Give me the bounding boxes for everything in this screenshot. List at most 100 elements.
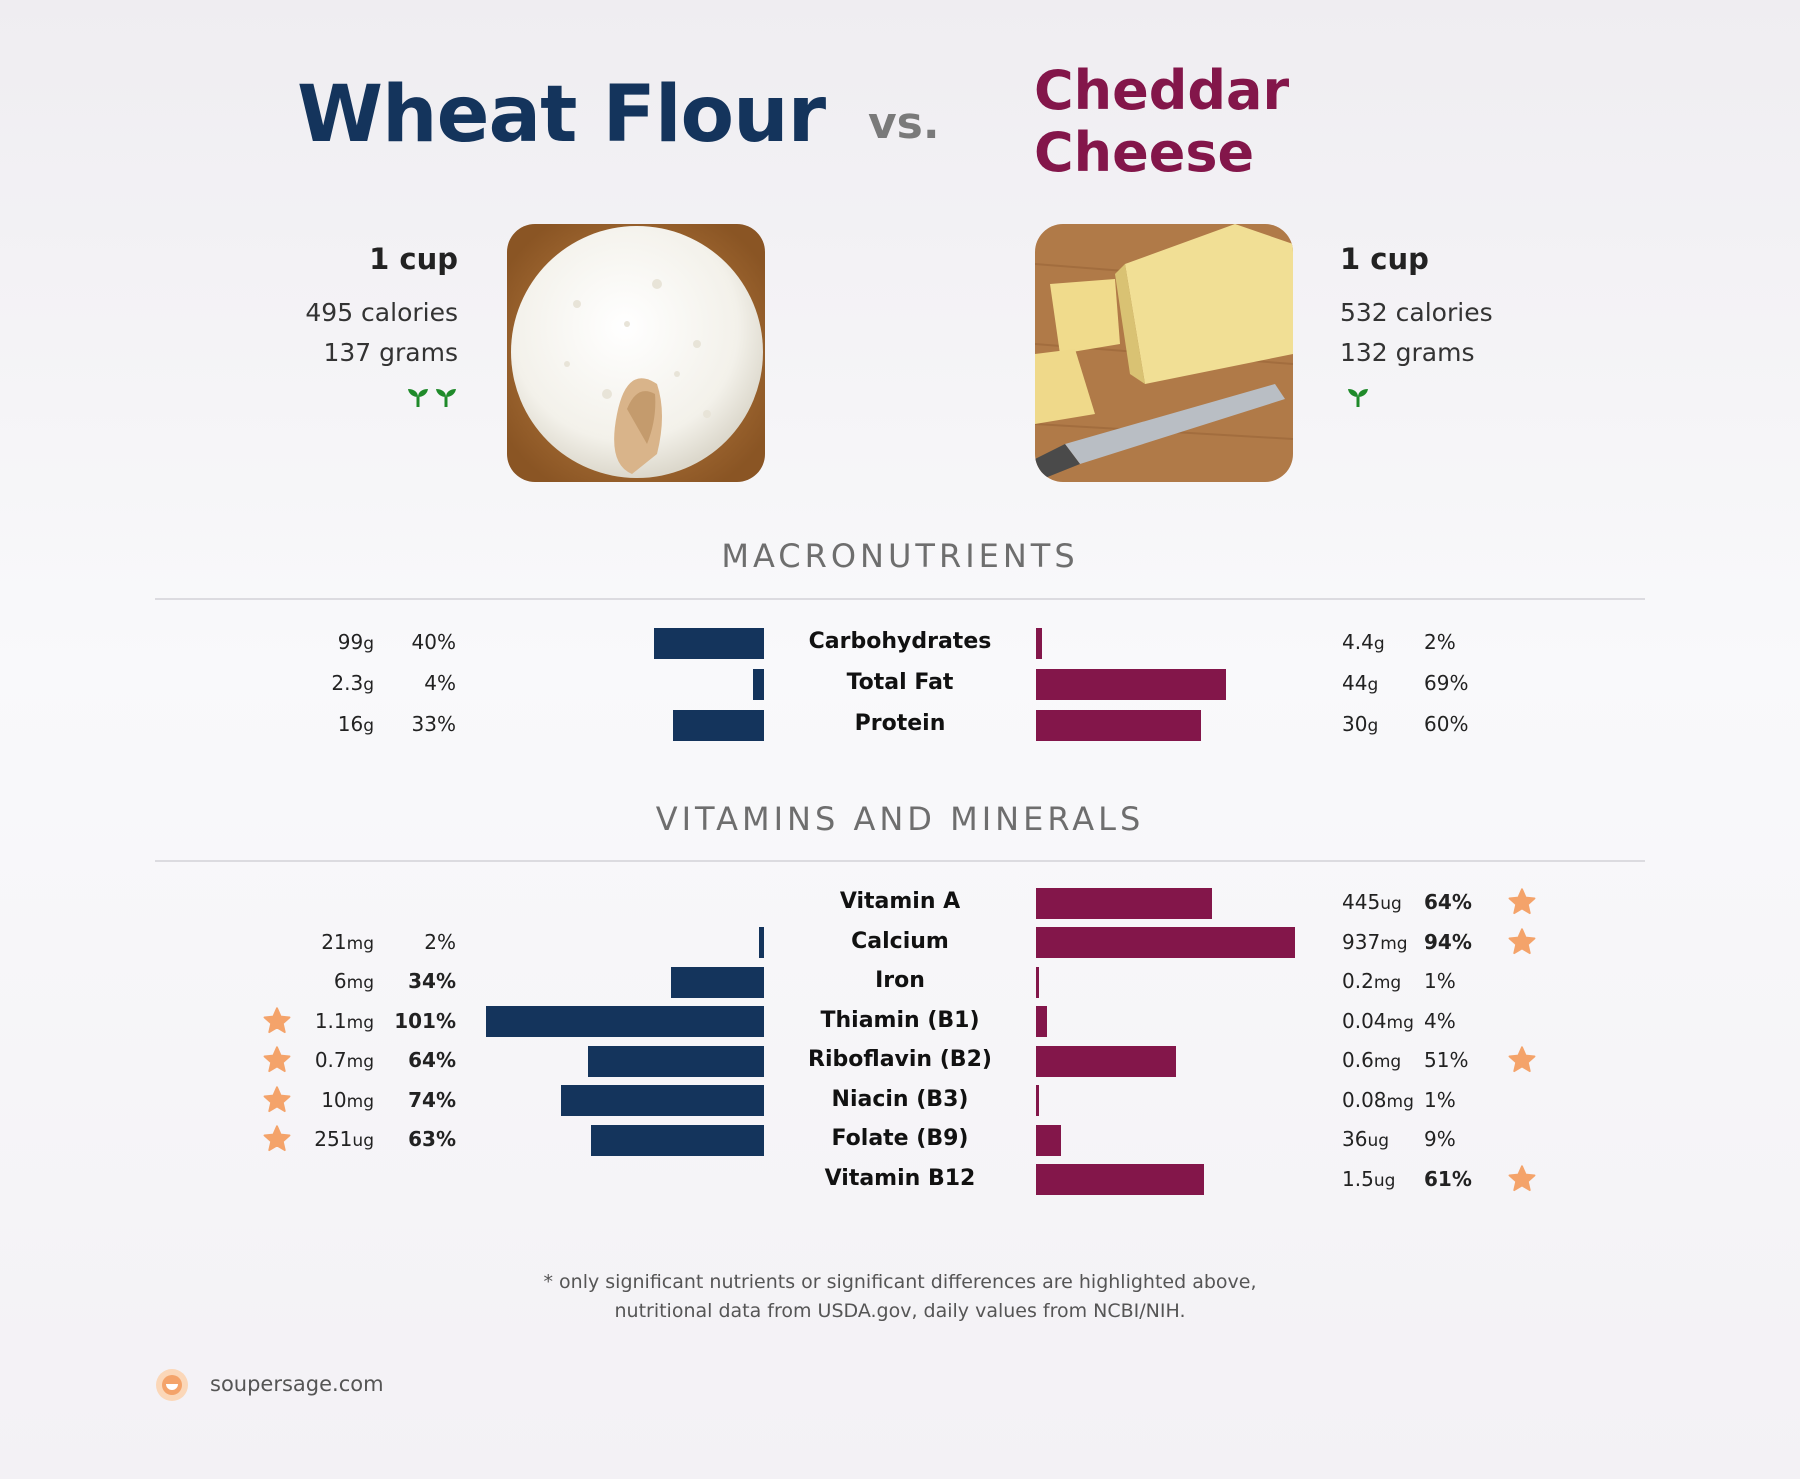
wheat-flour-photo (507, 224, 765, 482)
right-percent: 69% (1424, 671, 1469, 695)
right-serving-size: 1 cup (1340, 242, 1429, 276)
left-percent: 64% (408, 1048, 456, 1072)
right-amount: 0.2mg (1342, 969, 1401, 993)
sprout-icon (408, 389, 428, 407)
right-amount: 0.6mg (1342, 1048, 1401, 1072)
left-amount: 1.1mg (315, 1009, 374, 1033)
right-percent: 2% (1424, 630, 1456, 654)
right-amount: 44g (1342, 671, 1378, 695)
star-icon (262, 1045, 292, 1075)
right-calories: 532 calories (1340, 298, 1493, 327)
amount-unit: mg (1373, 973, 1402, 993)
left-serving-size: 1 cup (369, 242, 458, 276)
left-amount: 21mg (321, 930, 374, 954)
left-percent: 4% (424, 671, 456, 695)
right-amount: 0.08mg (1342, 1088, 1414, 1112)
right-bar (1036, 887, 1212, 919)
amount-number: 937 (1342, 929, 1381, 954)
left-percent: 101% (394, 1008, 456, 1033)
nutrient-label: Vitamin A (839, 889, 961, 914)
left-percent: 74% (408, 1087, 456, 1112)
star-icon (1507, 1045, 1537, 1075)
right-percent: 4% (1424, 1008, 1456, 1033)
vitamins-minerals-heading: VITAMINS AND MINERALS (655, 800, 1145, 838)
nutrient-label: Iron (875, 968, 925, 993)
nutrient-label: Thiamin (B1) (820, 1007, 980, 1033)
right-bar (1036, 927, 1295, 958)
right-amount: 445ug (1342, 890, 1402, 914)
left-amount: 10mg (321, 1088, 374, 1112)
right-percent: 60% (1424, 712, 1469, 736)
amount-number: 30 (1342, 712, 1368, 736)
amount-number: 6 (333, 969, 347, 993)
amount-number: 44 (1342, 671, 1368, 695)
soupersage-logo-icon (155, 1368, 189, 1402)
amount-number: 4.4 (1342, 630, 1374, 654)
star-icon (1507, 887, 1537, 917)
right-plant-based-indicator (1346, 385, 1370, 409)
right-bar (1036, 1085, 1039, 1116)
nutrient-label: Riboflavin (B2) (808, 1047, 992, 1072)
right-bar (1036, 709, 1201, 741)
left-amount: 0.7mg (315, 1048, 374, 1072)
sprout-icon (1348, 389, 1368, 407)
versus-label: vs. (868, 98, 940, 149)
left-amount: 16g (338, 712, 374, 736)
left-amount: 6mg (334, 969, 374, 993)
brand-link[interactable]: soupersage.com (210, 1372, 384, 1396)
amount-unit: ug (1373, 1170, 1396, 1191)
star-icon (262, 1124, 292, 1154)
amount-number: 0.7 (314, 1048, 347, 1072)
amount-unit: ug (1380, 894, 1402, 914)
amount-unit: mg (1373, 1052, 1402, 1072)
right-grams: 132 grams (1340, 338, 1475, 367)
amount-number: 36 (1342, 1127, 1368, 1151)
amount-unit: mg (1386, 1091, 1414, 1112)
left-percent: 33% (411, 712, 456, 736)
amount-unit: ug (1367, 1131, 1390, 1151)
amount-number: 0.08 (1342, 1087, 1387, 1112)
amount-unit: mg (346, 973, 374, 993)
left-percent: 2% (424, 929, 456, 954)
right-amount: 30g (1342, 712, 1378, 736)
nutrient-label: Niacin (B3) (831, 1086, 969, 1112)
right-bar (1036, 668, 1226, 700)
right-percent: 51% (1424, 1048, 1469, 1072)
amount-unit: mg (346, 1012, 374, 1033)
right-bar (1036, 1124, 1061, 1156)
amount-number: 445 (1342, 890, 1381, 914)
right-percent: 1% (1424, 1087, 1456, 1112)
left-amount: 251ug (314, 1127, 374, 1151)
amount-unit: g (363, 675, 374, 695)
amount-unit: mg (346, 1091, 374, 1112)
footnote-line-1: * only significant nutrients or signific… (543, 1271, 1257, 1293)
right-bar (1036, 1006, 1047, 1037)
macronutrients-heading: MACRONUTRIENTS (721, 537, 1079, 575)
left-percent: 63% (408, 1127, 456, 1151)
right-amount: 36ug (1342, 1127, 1389, 1151)
amount-number: 251 (314, 1127, 353, 1151)
right-bar (1036, 1164, 1204, 1195)
star-icon (1507, 1164, 1537, 1194)
amount-unit: ug (352, 1131, 374, 1151)
right-amount: 937mg (1342, 930, 1408, 954)
right-amount: 4.4g (1342, 630, 1385, 654)
nutrient-label: Carbohydrates (808, 629, 992, 654)
sprout-icon (436, 389, 456, 407)
star-icon (1507, 927, 1537, 957)
left-bar (486, 1006, 764, 1037)
amount-unit: g (363, 716, 374, 736)
amount-number: 21 (321, 929, 347, 954)
section-divider (155, 860, 1645, 862)
amount-unit: mg (1386, 1012, 1414, 1033)
left-percent: 40% (411, 630, 456, 654)
left-plant-based-indicator (406, 385, 458, 409)
right-amount: 0.04mg (1342, 1009, 1414, 1033)
footnote: * only significant nutrients or signific… (0, 1268, 1800, 1326)
right-bar (1036, 1045, 1177, 1077)
nutrient-label: Protein (854, 711, 946, 736)
section-divider (155, 598, 1645, 600)
left-calories: 495 calories (305, 298, 458, 327)
